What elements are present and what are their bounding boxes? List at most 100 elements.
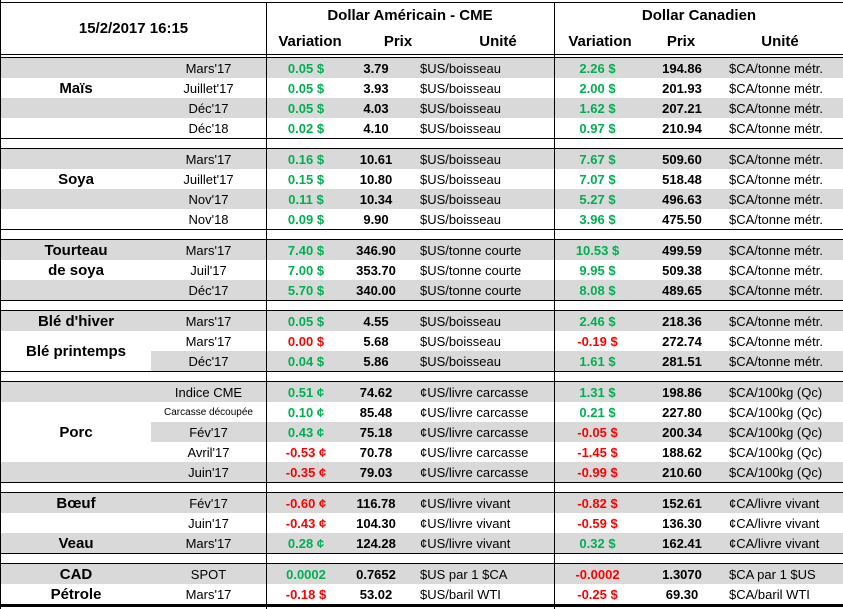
ca-unit-cell: $CA/tonne métr. [723,331,843,351]
us-price-cell: 10.34 [346,189,406,209]
ca-variation-cell: 2.00 $ [554,78,641,98]
us-variation-cell: 0.05 $ [266,58,346,78]
us-variation-cell: 5.70 $ [266,280,346,300]
ca-price-cell: 152.61 [641,493,723,513]
us-price-cell: 79.03 [346,462,406,482]
contract-month-cell: Juil'17 [151,260,266,280]
group-tourteau-de-soya: Tourteau de soya Mars'17 7.40 $346.90 $US/to… [1,239,843,301]
contract-month-cell: Mars'17 [151,331,266,351]
ca-price-cell: 194.86 [641,58,723,78]
us-unit-cell: $US/boisseau [406,189,554,209]
commodity-label-spacer [1,149,151,169]
us-unit-cell: ¢US/livre carcasse [406,422,554,442]
ca-price-cell: 207.21 [641,98,723,118]
ca-unit-cell: $CA/100kg (Qc) [723,422,843,442]
report-timestamp: 15/2/2017 16:15 [78,20,189,37]
ca-variation-cell: 2.46 $ [554,311,641,331]
ca-variation-cell: 7.07 $ [554,169,641,189]
ca-unit-cell: $CA/tonne métr. [723,58,843,78]
us-price-cell: 10.61 [346,149,406,169]
ca-price-cell: 1.3070 [641,564,723,584]
ca-price-cell: 188.62 [641,442,723,462]
us-unit-cell: ¢US/livre vivant [406,493,554,513]
us-unit-cell: $US/boisseau [406,118,554,138]
contract-month-cell: Avril'17 [151,442,266,462]
column-header-unite-ca: Unité [761,32,799,50]
commodity-label: Blé printemps [1,331,151,371]
us-price-cell: 116.78 [346,493,406,513]
us-variation-cell: -0.35 ¢ [266,462,346,482]
contract-month-cell: SPOT [151,564,266,584]
commodity-label: Soya [1,169,151,189]
group-cad-petrole: CAD Pétrole SPOT 0.0002 0.7652 $US par 1 $CA -… [1,563,843,607]
us-price-cell: 4.55 [346,311,406,331]
table-header: 15/2/2017 16:15 Dollar Américain - CME D… [1,2,843,55]
contract-month-cell: Mars'17 [151,149,266,169]
us-unit-cell: $US/boisseau [406,149,554,169]
ca-price-cell: 218.36 [641,311,723,331]
us-variation-cell: -0.18 $ [266,584,346,604]
us-unit-cell: $US/boisseau [406,58,554,78]
us-price-cell: 53.02 [346,584,406,604]
ca-unit-cell: $CA/tonne métr. [723,209,843,229]
us-price-cell: 75.18 [346,422,406,442]
ca-unit-cell: ¢CA/livre vivant [723,533,843,553]
ca-price-cell: 272.74 [641,331,723,351]
commodity-label-spacer [1,209,151,229]
ca-variation-cell: 2.26 $ [554,58,641,78]
us-variation-cell: 0.05 $ [266,98,346,118]
ca-price-cell: 509.60 [641,149,723,169]
us-unit-cell: $US/boisseau [406,351,554,371]
us-unit-cell: $US/boisseau [406,209,554,229]
ca-unit-cell: $CA/tonne métr. [723,118,843,138]
column-header-prix-ca: Prix [666,32,696,50]
commodity-label: Bœuf [1,493,151,513]
contract-month-cell: Juillet'17 [151,78,266,98]
group-boeuf-veau: Bœuf Veau Fév'17 -0.60 ¢ 116.78 ¢US/livre viv… [1,492,843,554]
commodity-label-spacer [1,118,151,138]
ca-variation-cell: 0.97 $ [554,118,641,138]
us-price-cell: 4.03 [346,98,406,118]
ca-price-cell: 281.51 [641,351,723,371]
ca-variation-cell: 7.67 $ [554,149,641,169]
column-divider-us [266,2,267,609]
ca-unit-cell: $CA/tonne métr. [723,260,843,280]
contract-month-cell: Mars'17 [151,533,266,553]
us-unit-cell: $US/boisseau [406,98,554,118]
commodity-label-spacer [1,382,151,402]
ca-variation-cell: -0.82 $ [554,493,641,513]
us-variation-cell: 0.43 ¢ [266,422,346,442]
ca-variation-cell: 1.31 $ [554,382,641,402]
us-variation-cell: 0.15 $ [266,169,346,189]
commodity-label: Pétrole [1,584,151,604]
column-divider-ca [554,2,555,609]
us-variation-cell: 0.28 ¢ [266,533,346,553]
ca-variation-cell: 1.62 $ [554,98,641,118]
us-variation-cell: 0.0002 [266,564,346,584]
us-variation-cell: 0.16 $ [266,149,346,169]
ca-unit-cell: ¢CA/livre vivant [723,493,843,513]
us-variation-cell: 0.05 $ [266,78,346,98]
commodity-label: Veau [1,533,151,553]
contract-month-cell: Mars'17 [151,311,266,331]
us-price-cell: 124.28 [346,533,406,553]
ca-price-cell: 210.94 [641,118,723,138]
commodity-label: Blé d'hiver [1,311,151,331]
contract-month-cell: Fév'17 [151,493,266,513]
us-price-cell: 85.48 [346,402,406,422]
us-unit-cell: ¢US/livre carcasse [406,462,554,482]
us-unit-cell: $US par 1 $CA [406,564,554,584]
ca-unit-cell: $CA/tonne métr. [723,311,843,331]
commodity-label: CAD [1,564,151,584]
us-price-cell: 70.78 [346,442,406,462]
column-header-variation-ca: Variation [568,32,632,50]
contract-month-cell: Juin'17 [151,513,266,533]
group-soya: Soya Mars'17 0.16 $10.61 $US/boisseau 7.67 $… [1,148,843,230]
contract-month-cell: Déc'17 [151,280,266,300]
us-price-cell: 10.80 [346,169,406,189]
us-variation-cell: -0.43 ¢ [266,513,346,533]
us-unit-cell: ¢US/livre carcasse [406,402,554,422]
ca-price-cell: 489.65 [641,280,723,300]
ca-variation-cell: -1.45 $ [554,442,641,462]
